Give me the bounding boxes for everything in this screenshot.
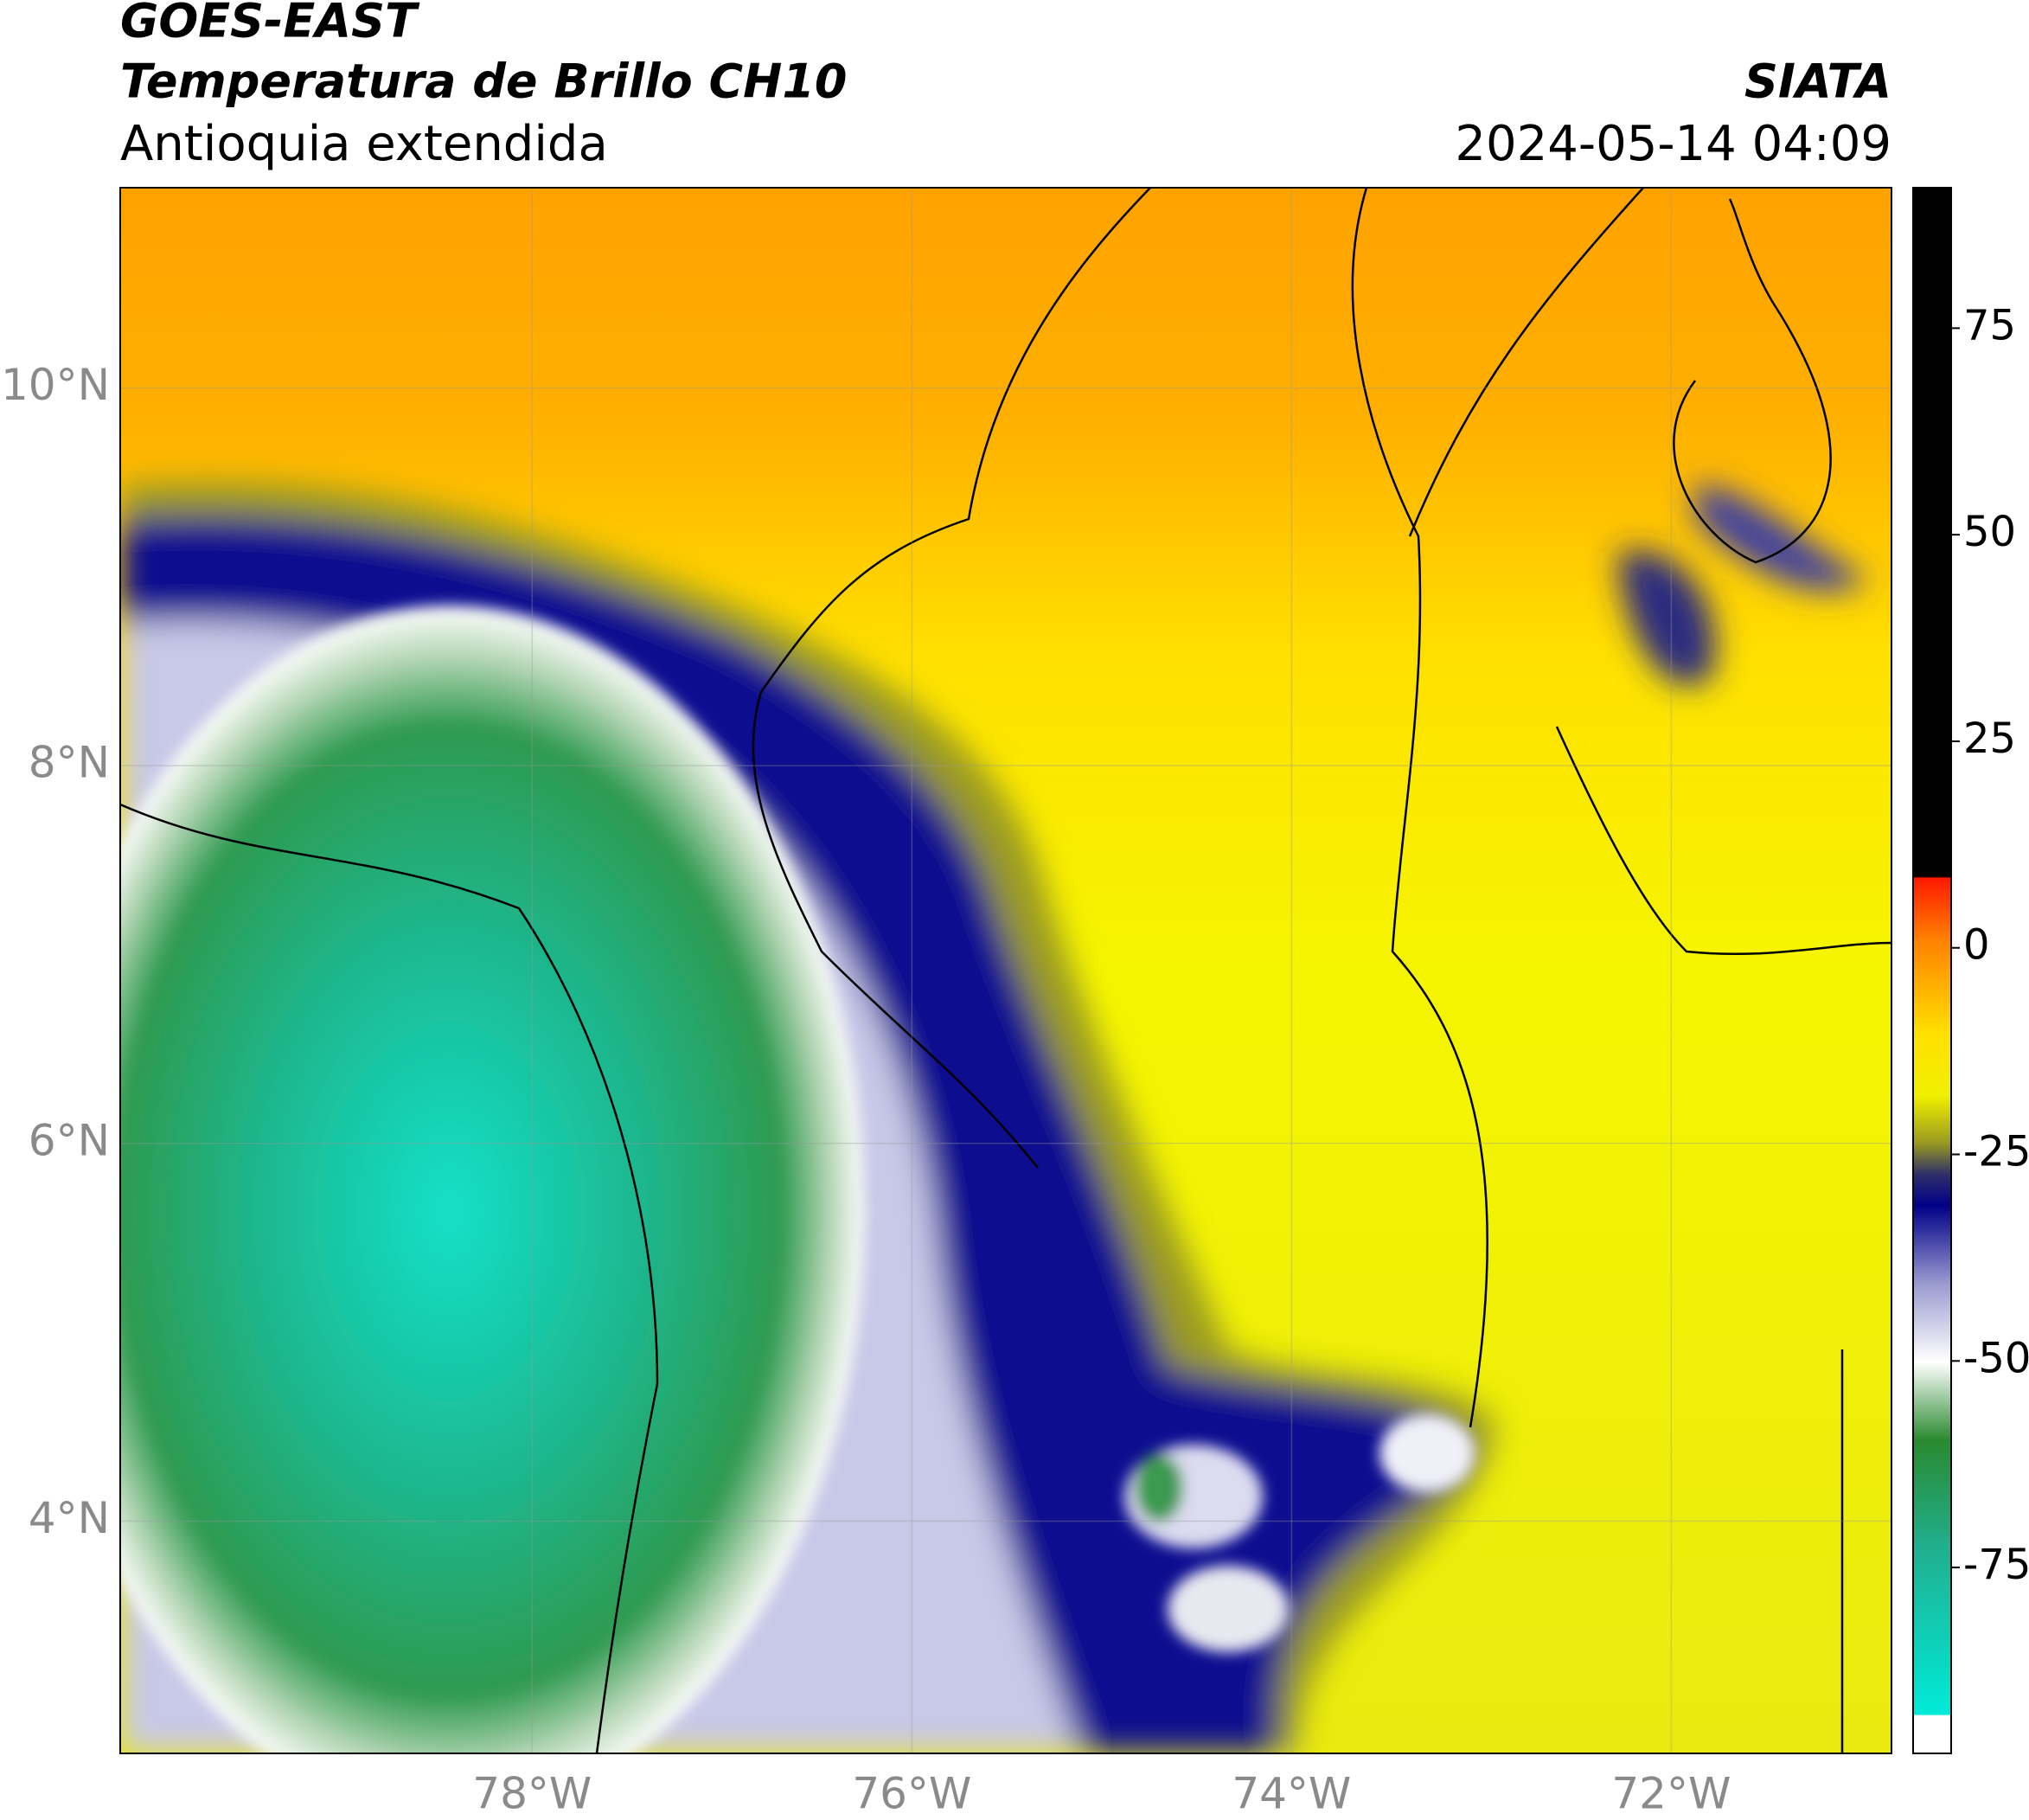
colorbar-tick-label: 75 (1963, 301, 2016, 349)
grid (120, 188, 1891, 1753)
y-tick-label: 8°N (29, 738, 110, 788)
x-tick-label: 78°W (472, 1769, 592, 1817)
datetime: 2024-05-14 04:09 (1455, 116, 1891, 172)
y-tick-label: 10°N (1, 360, 110, 410)
colorbar-tick-label: 25 (1963, 715, 2016, 763)
map-image (120, 188, 1891, 1753)
map-frame (119, 187, 1892, 1754)
colorbar-tick-label: 0 (1963, 921, 1990, 970)
colorbar-tick-label: -75 (1963, 1541, 2029, 1589)
x-tick-label: 76°W (852, 1769, 971, 1817)
source: SIATA (1744, 54, 1891, 109)
x-tick-label: 74°W (1232, 1769, 1351, 1817)
subtitle: Temperatura de Brillo CH10 (120, 54, 848, 109)
y-tick-label: 4°N (29, 1493, 110, 1543)
title: GOES-EAST (120, 0, 420, 48)
colorbar-tick-label: -25 (1963, 1128, 2029, 1176)
colorbar-tick-label: -50 (1963, 1334, 2029, 1382)
region: Antioquia extendida (120, 116, 608, 172)
y-tick-label: 6°N (29, 1115, 110, 1165)
colorbar-tick-label: 50 (1963, 508, 2016, 556)
colorbar (1912, 187, 1952, 1754)
x-tick-label: 72°W (1611, 1769, 1731, 1817)
